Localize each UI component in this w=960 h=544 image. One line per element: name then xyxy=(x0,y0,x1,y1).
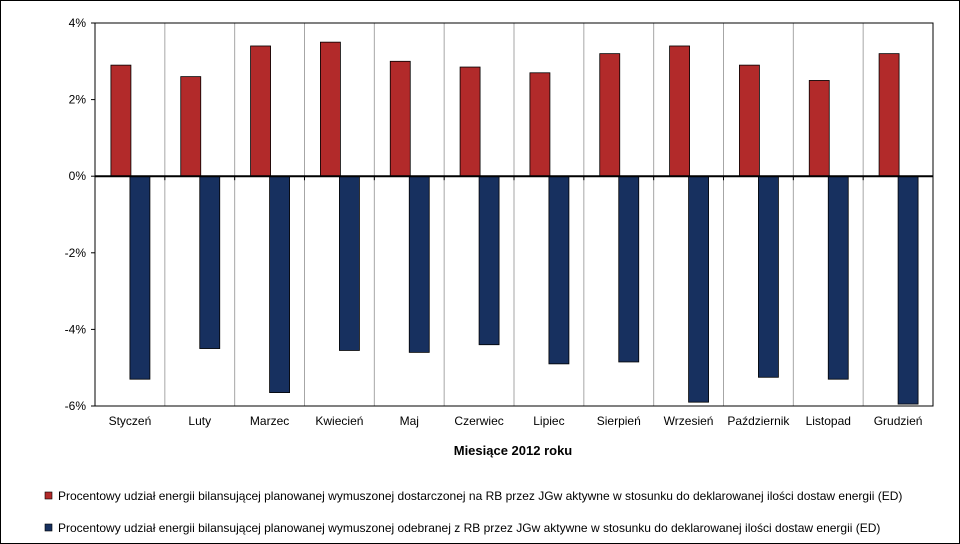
legend: Procentowy udział energii bilansującej p… xyxy=(44,489,902,535)
x-tick-label: Grudzień xyxy=(874,414,923,428)
plot-area-border xyxy=(94,22,934,407)
bar-series-2-czerwiec xyxy=(478,175,500,346)
x-tick-label: Kwiecień xyxy=(315,414,363,428)
bar-series-2-marzec xyxy=(269,175,290,393)
bar-series-1-grudzień xyxy=(878,53,900,177)
x-tick-labels: Styczeń Luty Marzec Kwiecień Maj Czerwiec Lipi… xyxy=(109,414,923,428)
x-tick-label: Maj xyxy=(400,414,419,428)
y-tick-labels: 4% 2% 0% -2% -4% -6% xyxy=(65,16,87,413)
bar-series-2-październik xyxy=(758,175,779,378)
bar-series-2-luty xyxy=(199,175,221,349)
x-tick-label: Lipiec xyxy=(533,414,564,428)
x-tick-label: Marzec xyxy=(250,414,289,428)
bar-series-1-wrzesień xyxy=(669,45,690,177)
bar-series-1-lipiec xyxy=(529,72,551,177)
bar-series-1-luty xyxy=(180,76,202,177)
bar-series-1-kwiecień xyxy=(320,41,341,177)
bar-series-1-październik xyxy=(739,64,760,177)
legend-label-series-1: Procentowy udział energii bilansującej p… xyxy=(58,489,902,503)
bar-series-1-styczeń xyxy=(110,64,132,177)
x-tick-label: Sierpień xyxy=(597,414,641,428)
grid xyxy=(164,23,864,406)
x-tick-label: Listopad xyxy=(806,414,851,428)
x-axis-label: Miesiące 2012 roku xyxy=(454,443,573,458)
bar-series-2-wrzesień xyxy=(688,175,709,403)
legend-swatch-series-1 xyxy=(44,491,53,500)
x-tick-label: Październik xyxy=(727,414,790,428)
bar-series-1-listopad xyxy=(808,80,830,177)
bar-series-2-listopad xyxy=(827,175,849,380)
bar-series-1-czerwiec xyxy=(459,66,481,177)
bar-series-2-sierpień xyxy=(618,175,640,363)
y-tick-label: 0% xyxy=(69,169,87,183)
x-tick-label: Czerwiec xyxy=(454,414,503,428)
y-tick-label: -4% xyxy=(65,322,87,336)
bars xyxy=(110,41,919,405)
y-tick-label: 2% xyxy=(69,93,87,107)
bar-series-2-lipiec xyxy=(548,175,570,365)
y-tick-label: 4% xyxy=(69,16,87,30)
x-tick-label: Wrzesień xyxy=(664,414,714,428)
x-tick-label: Styczeń xyxy=(109,414,152,428)
bar-series-2-styczeń xyxy=(129,175,151,380)
y-tick-label: -2% xyxy=(65,246,87,260)
bar-series-1-maj xyxy=(389,60,411,177)
legend-swatch-series-2 xyxy=(44,523,53,532)
axes xyxy=(91,22,934,407)
legend-label-series-2: Procentowy udział energii bilansującej p… xyxy=(58,521,880,535)
bar-series-1-marzec xyxy=(250,45,271,177)
x-tick-label: Luty xyxy=(188,414,211,428)
bar-series-2-grudzień xyxy=(897,175,919,405)
bar-series-2-maj xyxy=(408,175,430,353)
bar-series-1-sierpień xyxy=(599,53,621,177)
bar-series-2-kwiecień xyxy=(339,175,360,351)
y-tick-label: -6% xyxy=(65,399,87,413)
